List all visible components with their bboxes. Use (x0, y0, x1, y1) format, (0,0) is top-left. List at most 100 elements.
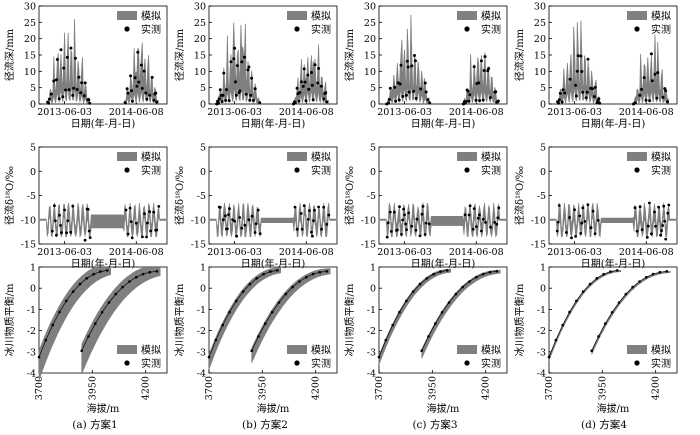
obs-point (51, 323, 54, 327)
x-axis-label: 海拔/m (427, 402, 460, 415)
obs-line (548, 270, 618, 358)
obs-point (123, 101, 127, 105)
obs-point (468, 93, 472, 97)
obs-point (146, 221, 149, 225)
obs-point (568, 310, 571, 314)
obs-point (241, 290, 245, 293)
obs-point (325, 100, 329, 104)
obs-point (141, 272, 145, 276)
obs-point (573, 208, 576, 212)
obs-point (253, 87, 257, 91)
obs-point (666, 100, 669, 104)
obs-point (253, 231, 257, 234)
obs-point (565, 231, 568, 234)
x-tick-label: 3950 (87, 376, 98, 400)
obs-point (484, 221, 487, 224)
obs-point (406, 65, 410, 69)
obs-point (100, 311, 104, 314)
obs-point (312, 219, 315, 223)
y-tick-label: -2 (27, 326, 36, 337)
y-tick-label: 10 (194, 67, 206, 78)
legend-obs-marker (464, 167, 470, 173)
obs-point (87, 335, 90, 338)
legend-sim-swatch (117, 345, 137, 354)
obs-point (250, 76, 254, 80)
obs-point (474, 225, 478, 229)
y-tick-label: -2 (367, 326, 376, 337)
obs-point (401, 218, 404, 222)
y-axis-label: 径流δ¹⁸O/‰ (343, 166, 356, 225)
sim-band (38, 202, 168, 238)
obs-point (229, 60, 233, 64)
obs-point (650, 79, 654, 83)
obs-point (306, 73, 310, 77)
legend-sim-label: 模拟 (481, 10, 501, 23)
obs-point (478, 213, 481, 217)
obs-point (301, 84, 305, 88)
obs-point (398, 82, 402, 86)
obs-point (55, 233, 58, 237)
obs-point (399, 63, 403, 67)
obs-point (495, 270, 499, 273)
y-tick-label: 1 (30, 263, 36, 274)
obs-point (67, 88, 71, 92)
obs-point (130, 99, 134, 103)
obs-point (385, 235, 389, 239)
obs-point (640, 87, 643, 91)
caption-c: (c) 方案3 (412, 418, 457, 431)
x-tick-label: 2013-06-03 (207, 247, 262, 258)
obs-point (377, 355, 381, 359)
obs-point (92, 272, 95, 276)
obs-point (589, 226, 593, 230)
obs-point (155, 270, 159, 273)
obs-point (65, 299, 68, 303)
y-tick-label: -10 (21, 215, 36, 226)
obs-point (568, 77, 572, 81)
obs-point (152, 210, 156, 214)
obs-line (378, 270, 448, 358)
y-tick-label: -15 (531, 240, 546, 251)
y-tick-label: 15 (364, 51, 376, 62)
obs-point (129, 220, 133, 224)
obs-point (135, 275, 138, 279)
obs-point (256, 208, 260, 212)
obs-point (234, 80, 237, 84)
x-tick-label: 3950 (427, 376, 438, 400)
legend-sim-swatch (117, 11, 137, 20)
obs-point (69, 46, 73, 50)
obs-point (575, 69, 579, 73)
obs-point (657, 205, 660, 209)
legend-sim-swatch (287, 152, 307, 161)
obs-point (150, 75, 154, 79)
obs-point (240, 60, 244, 64)
obs-point (246, 68, 250, 72)
obs-point (59, 224, 62, 227)
legend-obs-marker (294, 26, 300, 32)
y-axis-label: 径流深/mm (173, 28, 186, 81)
obs-point (78, 282, 82, 286)
obs-point (155, 228, 159, 232)
runoff-panel: 0 5 10 15 20 25 30 2013-06-03 2014-06-08 径流深/mm 日期… (173, 2, 338, 130)
obs-point (464, 99, 468, 103)
obs-point (82, 94, 86, 98)
obs-point (217, 101, 220, 105)
y-axis-label: 冰川物质平衡/m (513, 283, 526, 356)
obs-point (71, 93, 75, 97)
obs-point (130, 236, 134, 240)
obs-point (494, 90, 498, 94)
obs-point (304, 99, 308, 103)
obs-point (155, 100, 159, 104)
x-axis-label: 日期(年-月-日) (581, 117, 646, 130)
obs-point (633, 101, 637, 105)
legend-obs-label: 实测 (481, 23, 501, 36)
x-axis-label: 日期(年-月-日) (71, 117, 136, 130)
obs-point (640, 228, 644, 232)
y-tick-label: -15 (191, 240, 206, 251)
obs-point (616, 269, 619, 272)
obs-point (624, 292, 628, 296)
obs-point (405, 228, 408, 232)
obs-point (654, 224, 657, 228)
obs-point (617, 301, 621, 304)
obs-point (558, 91, 562, 95)
